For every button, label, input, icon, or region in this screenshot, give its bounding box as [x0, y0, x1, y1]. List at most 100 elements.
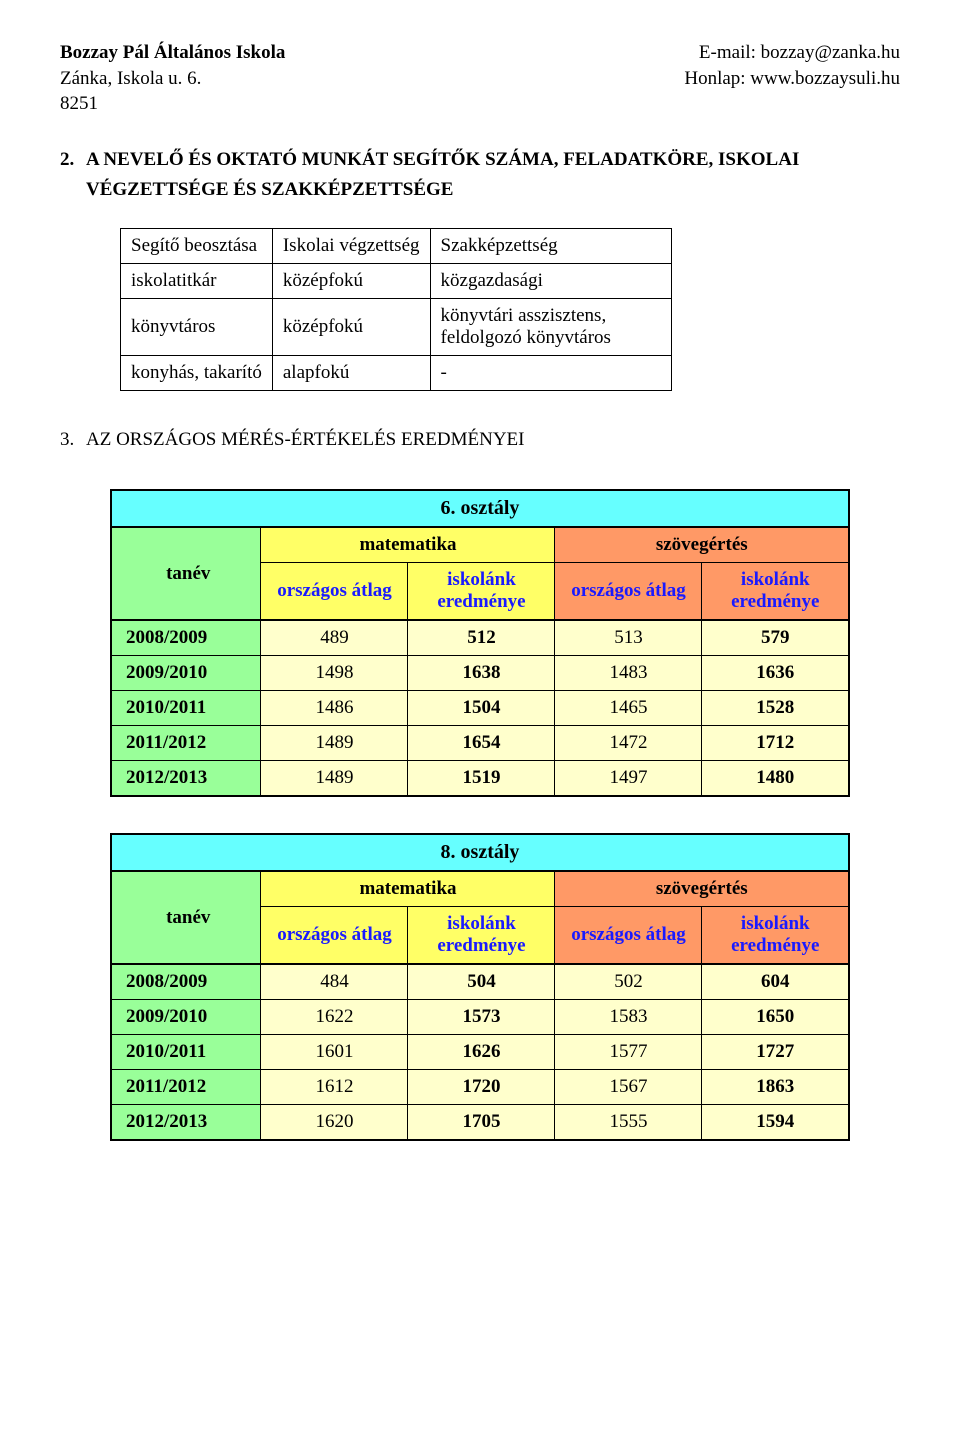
year-cell: 2011/2012	[111, 726, 261, 761]
email-label: E-mail: bozzay@zanka.hu	[684, 40, 900, 66]
staff-col-header: Iskolai végzettség	[272, 228, 430, 263]
data-cell: 1626	[408, 1035, 555, 1070]
section-2-number: 2.	[60, 145, 86, 175]
table-row: könyvtáros középfokú könyvtári assziszte…	[121, 298, 672, 355]
staff-cell: -	[430, 355, 671, 390]
data-cell: 1720	[408, 1070, 555, 1105]
staff-cell: középfokú	[272, 298, 430, 355]
table-row: iskolatitkár középfokú közgazdasági	[121, 263, 672, 298]
table8-text-header: szövegértés	[555, 871, 849, 907]
data-cell: 1727	[702, 1035, 849, 1070]
staff-cell: alapfokú	[272, 355, 430, 390]
data-cell: 1465	[555, 691, 702, 726]
data-cell: 1483	[555, 656, 702, 691]
table-row: 2012/2013 1489 1519 1497 1480	[111, 761, 849, 797]
table-row: 2010/2011 1486 1504 1465 1528	[111, 691, 849, 726]
table8-tanev-header: tanév	[111, 871, 261, 964]
table-row: tanév matematika szövegértés	[111, 871, 849, 907]
data-cell: 1480	[702, 761, 849, 797]
staff-col-header: Szakképzettség	[430, 228, 671, 263]
table-row: 2011/2012 1489 1654 1472 1712	[111, 726, 849, 761]
staff-cell: közgazdasági	[430, 263, 671, 298]
data-cell: 1863	[702, 1070, 849, 1105]
section-2-heading: 2.A NEVELŐ ÉS OKTATÓ MUNKÁT SEGÍTŐK SZÁM…	[60, 145, 900, 206]
table6-math-header: matematika	[261, 527, 555, 563]
table-row: Segítő beosztása Iskolai végzettség Szak…	[121, 228, 672, 263]
data-cell: 1504	[408, 691, 555, 726]
results-table-6: 6. osztály tanév matematika szövegértés …	[110, 489, 850, 797]
table-row: 2012/2013 1620 1705 1555 1594	[111, 1105, 849, 1141]
data-cell: 1555	[555, 1105, 702, 1141]
data-cell: 1620	[261, 1105, 408, 1141]
table-row: 2009/2010 1498 1638 1483 1636	[111, 656, 849, 691]
table6-sub-orszagos-t: országos átlag	[555, 563, 702, 621]
staff-table: Segítő beosztása Iskolai végzettség Szak…	[120, 228, 672, 391]
table-row: 6. osztály	[111, 490, 849, 527]
table-row: 2008/2009 489 512 513 579	[111, 620, 849, 656]
staff-cell: konyhás, takarító	[121, 355, 273, 390]
year-cell: 2008/2009	[111, 620, 261, 656]
data-cell: 513	[555, 620, 702, 656]
table-row: 2011/2012 1612 1720 1567 1863	[111, 1070, 849, 1105]
table6-sub-iskolank-t: iskolánk eredménye	[702, 563, 849, 621]
section-2-title: A NEVELŐ ÉS OKTATÓ MUNKÁT SEGÍTŐK SZÁMA,…	[86, 149, 799, 200]
staff-cell: iskolatitkár	[121, 263, 273, 298]
data-cell: 1612	[261, 1070, 408, 1105]
table8-sub-orszagos-m: országos átlag	[261, 907, 408, 965]
table8-sub-iskolank-m: iskolánk eredménye	[408, 907, 555, 965]
table-row: konyhás, takarító alapfokú -	[121, 355, 672, 390]
year-cell: 2011/2012	[111, 1070, 261, 1105]
results-table-8: 8. osztály tanév matematika szövegértés …	[110, 833, 850, 1141]
year-cell: 2010/2011	[111, 1035, 261, 1070]
section-3-title: AZ ORSZÁGOS MÉRÉS-ÉRTÉKELÉS EREDMÉNYEI	[86, 429, 524, 450]
data-cell: 1486	[261, 691, 408, 726]
data-cell: 512	[408, 620, 555, 656]
table6-tanev-header: tanév	[111, 527, 261, 620]
table-row: 2009/2010 1622 1573 1583 1650	[111, 1000, 849, 1035]
table6-text-header: szövegértés	[555, 527, 849, 563]
table-row: 2010/2011 1601 1626 1577 1727	[111, 1035, 849, 1070]
data-cell: 1638	[408, 656, 555, 691]
page-header: Bozzay Pál Általános Iskola Zánka, Iskol…	[60, 40, 900, 117]
table8-sub-orszagos-t: országos átlag	[555, 907, 702, 965]
table6-sub-iskolank-m: iskolánk eredménye	[408, 563, 555, 621]
data-cell: 1573	[408, 1000, 555, 1035]
staff-cell: könyvtári asszisztens, feldolgozó könyvt…	[430, 298, 671, 355]
data-cell: 1583	[555, 1000, 702, 1035]
data-cell: 1622	[261, 1000, 408, 1035]
data-cell: 604	[702, 964, 849, 1000]
year-cell: 2010/2011	[111, 691, 261, 726]
section-3-heading: 3.AZ ORSZÁGOS MÉRÉS-ÉRTÉKELÉS EREDMÉNYEI	[60, 425, 900, 455]
data-cell: 1712	[702, 726, 849, 761]
table-row: 2008/2009 484 504 502 604	[111, 964, 849, 1000]
data-cell: 1594	[702, 1105, 849, 1141]
staff-cell: könyvtáros	[121, 298, 273, 355]
table6-sub-orszagos-m: országos átlag	[261, 563, 408, 621]
section-3-number: 3.	[60, 425, 86, 455]
address-line-1: Zánka, Iskola u. 6.	[60, 66, 285, 92]
table6-title: 6. osztály	[111, 490, 849, 527]
data-cell: 1636	[702, 656, 849, 691]
year-cell: 2009/2010	[111, 656, 261, 691]
data-cell: 502	[555, 964, 702, 1000]
header-left: Bozzay Pál Általános Iskola Zánka, Iskol…	[60, 40, 285, 117]
school-name: Bozzay Pál Általános Iskola	[60, 40, 285, 66]
table-row: tanév matematika szövegértés	[111, 527, 849, 563]
data-cell: 489	[261, 620, 408, 656]
table-row: 8. osztály	[111, 834, 849, 871]
year-cell: 2008/2009	[111, 964, 261, 1000]
data-cell: 484	[261, 964, 408, 1000]
data-cell: 1519	[408, 761, 555, 797]
data-cell: 1528	[702, 691, 849, 726]
data-cell: 1650	[702, 1000, 849, 1035]
table8-title: 8. osztály	[111, 834, 849, 871]
year-cell: 2009/2010	[111, 1000, 261, 1035]
header-right: E-mail: bozzay@zanka.hu Honlap: www.bozz…	[684, 40, 900, 117]
table8-math-header: matematika	[261, 871, 555, 907]
data-cell: 1601	[261, 1035, 408, 1070]
data-cell: 1497	[555, 761, 702, 797]
data-cell: 504	[408, 964, 555, 1000]
data-cell: 1489	[261, 726, 408, 761]
data-cell: 1705	[408, 1105, 555, 1141]
data-cell: 1577	[555, 1035, 702, 1070]
